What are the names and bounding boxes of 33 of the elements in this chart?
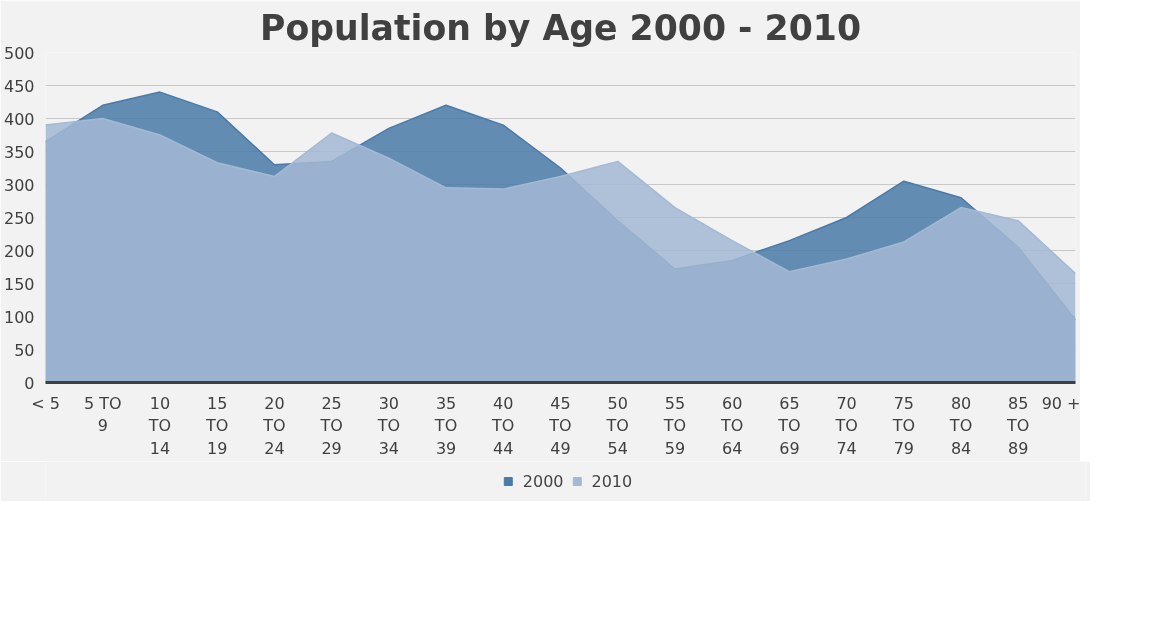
x-tick-label: 85 TO 89 <box>1006 393 1030 459</box>
x-tick-label: 25 TO 29 <box>319 393 343 459</box>
x-tick-label: 65 TO 69 <box>777 393 801 459</box>
y-tick-label: 200 <box>3 241 35 261</box>
y-tick-label: 350 <box>3 142 35 162</box>
y-tick-label: 50 <box>14 340 35 360</box>
x-tick-label: 60 TO 64 <box>719 393 744 459</box>
x-tick-label: 5 TO 9 <box>83 393 122 436</box>
x-tick-label: 30 TO 34 <box>376 393 401 459</box>
y-tick-label: 150 <box>3 274 35 294</box>
x-tick-label: 45 TO 49 <box>548 393 572 459</box>
x-tick-label: 90 + <box>1041 393 1081 413</box>
y-tick-label: 250 <box>3 208 35 228</box>
x-tick-label: 35 TO 39 <box>433 393 458 459</box>
legend-label: 2010 <box>591 471 633 491</box>
x-tick-label: 70 TO 74 <box>834 393 858 459</box>
chart-title: Population by Age 2000 - 2010 <box>259 7 862 48</box>
y-tick-label: 100 <box>3 307 35 327</box>
x-tick-label: 55 TO 59 <box>662 393 687 459</box>
x-tick-label: 15 TO 19 <box>204 393 229 459</box>
y-tick-label: 0 <box>24 373 35 393</box>
x-tick-label: 20 TO 24 <box>262 393 286 459</box>
y-tick-label: 300 <box>3 175 35 195</box>
x-tick-label: 50 TO 54 <box>605 393 629 459</box>
x-tick-label: 10 TO 14 <box>147 393 172 459</box>
x-tick-label: 75 TO 79 <box>891 393 916 459</box>
legend-label: 2000 <box>522 471 564 491</box>
x-tick-label: < 5 <box>31 393 60 413</box>
y-tick-label: 500 <box>3 43 35 63</box>
x-tick-label: 40 TO 44 <box>491 393 515 459</box>
x-tick-label: 80 TO 84 <box>948 393 973 459</box>
y-tick-label: 400 <box>3 109 35 129</box>
y-tick-label: 450 <box>3 76 35 96</box>
